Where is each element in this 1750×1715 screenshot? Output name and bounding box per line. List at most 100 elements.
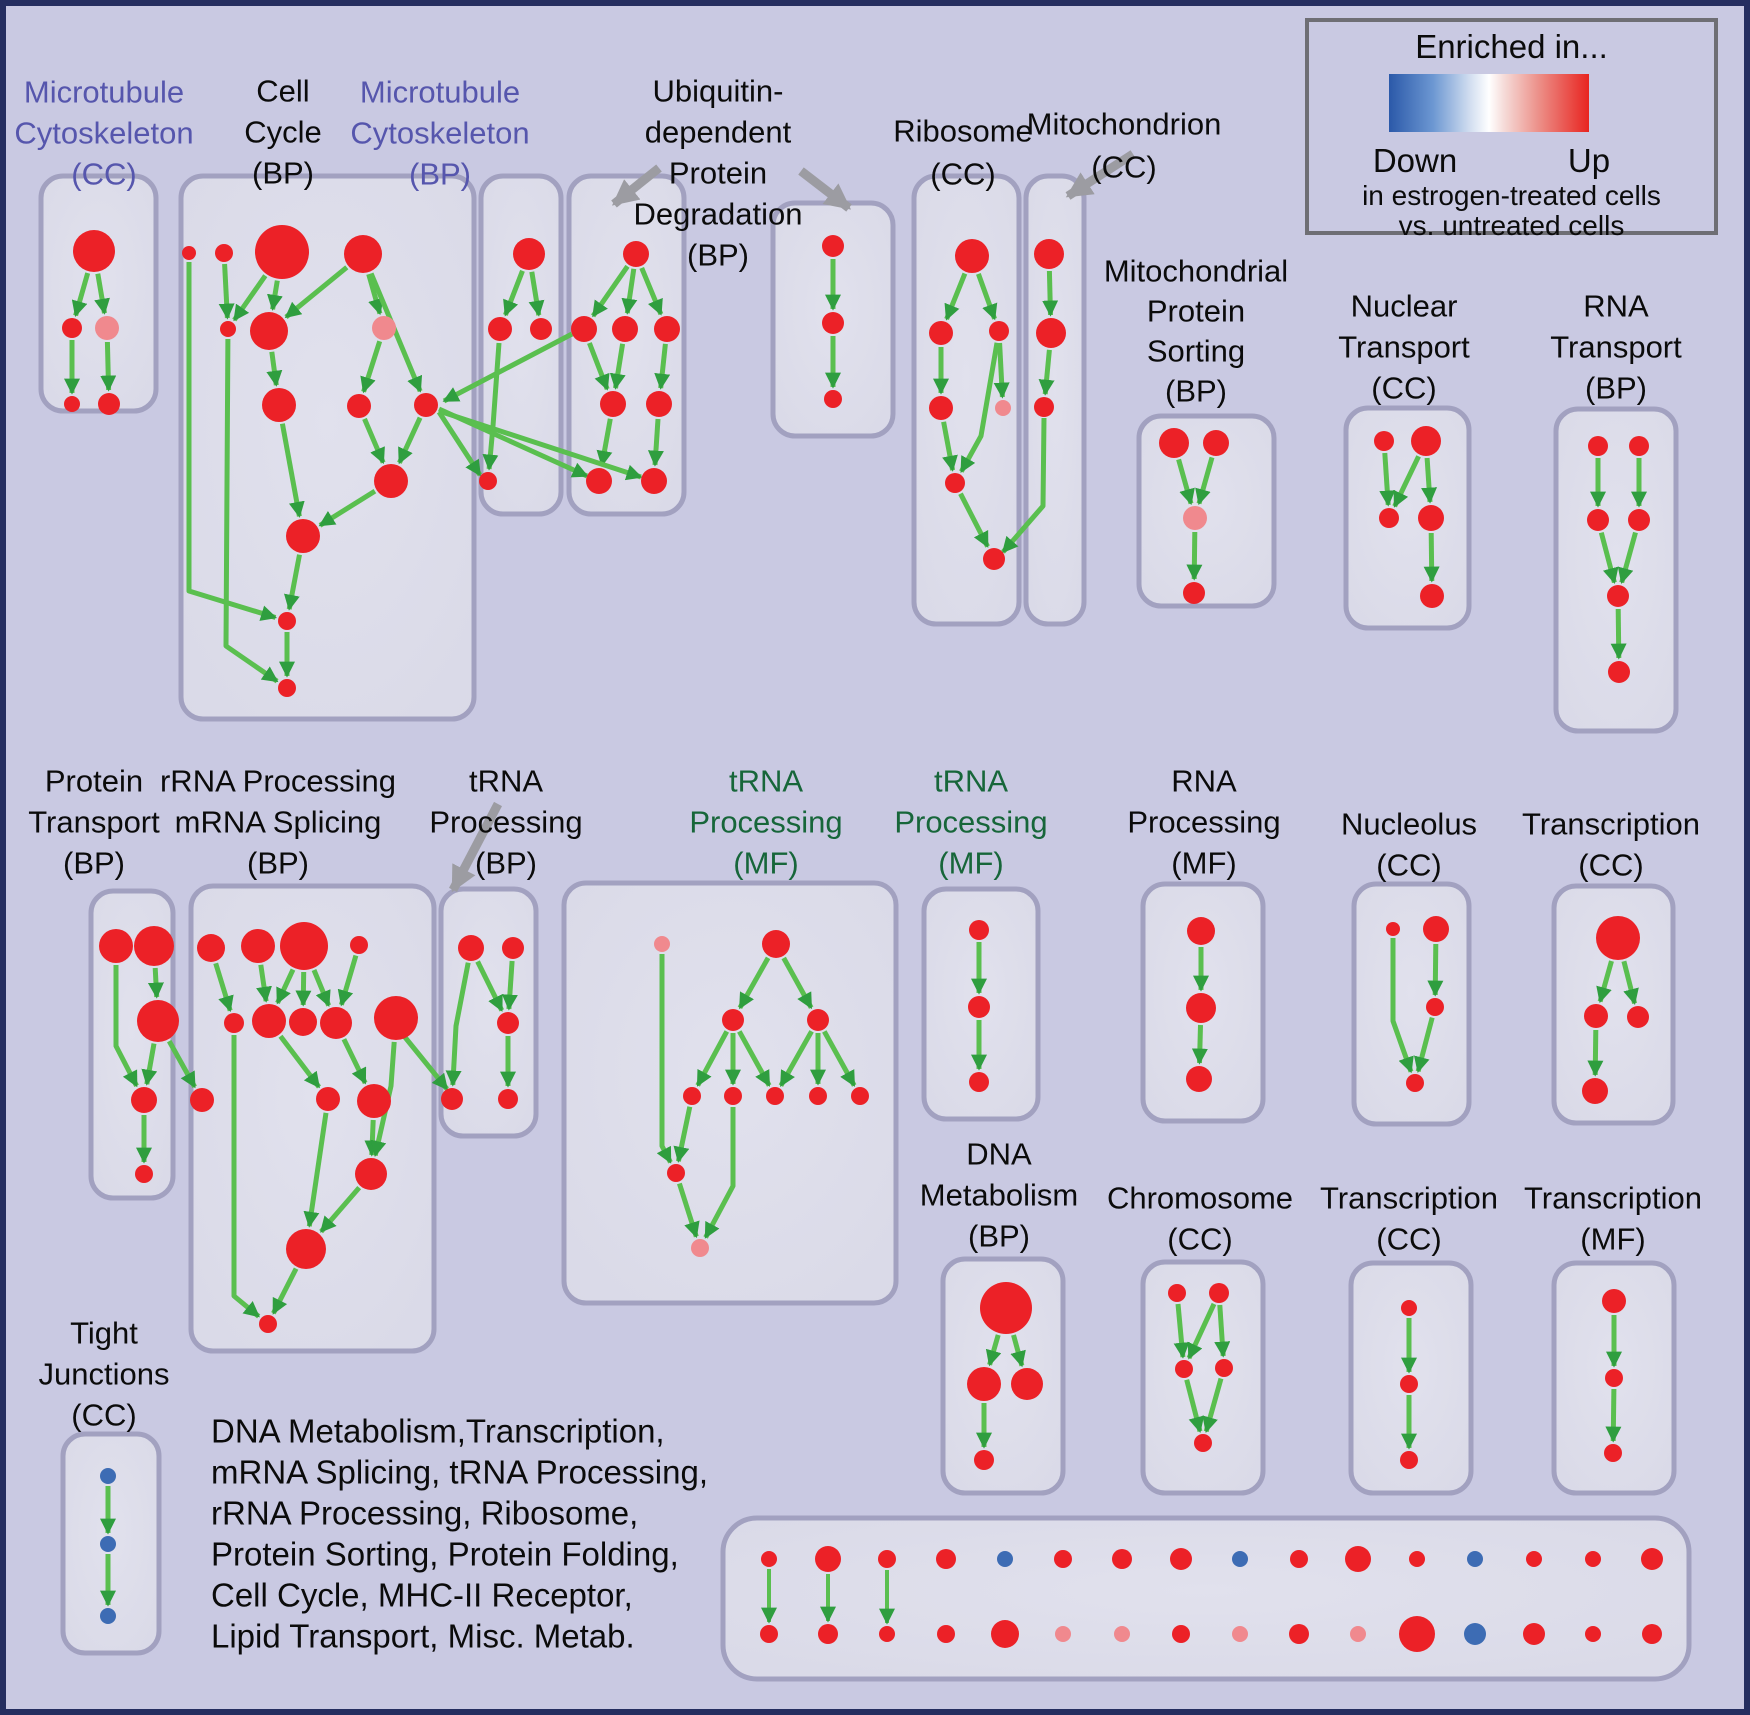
node-ribosome-cc-0	[955, 239, 989, 273]
edge-microtubule-cc-0	[71, 272, 91, 318]
node-chromosome-cc-0	[1168, 1284, 1186, 1302]
gray-arrow-trna-bp-label-arrow	[449, 801, 502, 893]
edge-nuclear-transport-cc-0	[1379, 452, 1396, 507]
edge-protein-transport-bp-2	[167, 1039, 197, 1089]
node-protein-transport-bp-2	[137, 1000, 179, 1042]
cell-cycle-bp-label-line-2: (BP)	[252, 156, 314, 191]
cluster-box-nuclear-transport-cc	[1343, 405, 1472, 631]
legend-subtitle-2: vs. untreated cells	[1398, 210, 1625, 241]
edge-microtubule-cc-1	[94, 273, 110, 315]
node-tight-junctions-cc-0	[100, 1468, 116, 1484]
edge-microtubule-bp-1	[528, 271, 545, 317]
node-tight-junctions-cc-1	[100, 1536, 116, 1552]
node-nucleolus-cc-0	[1386, 922, 1400, 936]
node-trna-processing-mf-1-8	[851, 1087, 869, 1105]
node-trna-processing-bp-2	[497, 1012, 519, 1034]
nuclear-transport-cc-label-line-1: Transport	[1338, 330, 1470, 365]
legend-up-label: Up	[1567, 142, 1611, 179]
node-trna-processing-bp-0	[458, 935, 484, 961]
node-trna-processing-mf-2-2	[969, 1072, 989, 1092]
node-trna-processing-mf-1-0	[654, 936, 670, 952]
edge-cell-cycle-bp-14	[186, 262, 278, 621]
ubiquitin-bp-label-line-0: Ubiquitin-	[653, 74, 784, 109]
ubiquitin-bp-label-line-4: (BP)	[687, 238, 749, 273]
cross-link-cell-cycle-to-microtubule-bp	[436, 410, 483, 477]
cross-link-mitochondrion-to-ribosome	[1001, 417, 1047, 554]
edge-rrna-mrna-bp-2	[275, 968, 296, 1005]
node-rna-transport-bp-0	[1588, 436, 1608, 456]
node-misc-grid-top-15	[1641, 1548, 1663, 1570]
edge-transcription-mf-1	[1605, 1388, 1622, 1443]
edge-mito-protein-sorting-bp-1	[1195, 456, 1215, 506]
misc-text-line-0: DNA Metabolism,Transcription,	[211, 1413, 665, 1450]
node-misc-grid-top-9	[1290, 1550, 1308, 1568]
protein-transport-bp-label-line-1: Transport	[28, 805, 160, 840]
edge-trna-processing-mf-1-0	[737, 956, 771, 1010]
node-nuclear-transport-cc-1	[1411, 426, 1441, 456]
node-transcription-cc-1-3	[1582, 1078, 1608, 1104]
ubiquitin-bp-label-line-2: Protein	[669, 156, 767, 191]
node-misc-grid-bottom-4	[991, 1620, 1019, 1648]
microtubule-bp-label-line-0: Microtubule	[360, 75, 520, 110]
node-cell-cycle-bp-4	[220, 321, 236, 337]
misc-text-line-1: mRNA Splicing, tRNA Processing,	[211, 1454, 708, 1491]
node-misc-grid-bottom-10	[1350, 1626, 1366, 1642]
node-cell-cycle-bp-8	[347, 394, 371, 418]
node-protein-transport-bp-0	[99, 929, 133, 963]
node-rna-transport-bp-3	[1628, 509, 1650, 531]
node-misc-grid-top-2	[878, 1550, 896, 1568]
mito-protein-sorting-bp-label-line-3: (BP)	[1165, 374, 1227, 409]
rna-transport-bp-label-line-1: Transport	[1550, 330, 1682, 365]
dna-metabolism-bp-label-line-2: (BP)	[968, 1219, 1030, 1254]
transcription-cc-1-label-line-0: Transcription	[1522, 807, 1700, 842]
node-trna-processing-mf-2-0	[969, 920, 989, 940]
microtubule-bp-label-line-1: Cytoskeleton	[350, 116, 529, 151]
transcription-cc-2-label-line-1: (CC)	[1376, 1222, 1441, 1257]
edge-mitochondrion-cc-0	[1042, 270, 1059, 317]
node-transcription-mf-1	[1605, 1369, 1623, 1387]
node-misc-grid-bottom-13	[1523, 1623, 1545, 1645]
node-ubiquitin-bp-7	[641, 468, 667, 494]
nuclear-transport-cc-label-line-0: Nuclear	[1351, 289, 1458, 324]
trna-processing-bp-label-line-1: Processing	[429, 805, 582, 840]
tight-junctions-cc-label-line-0: Tight	[70, 1316, 138, 1351]
node-microtubule-bp-0	[513, 238, 545, 270]
node-rrna-mrna-bp-6	[289, 1008, 317, 1036]
node-misc-grid-bottom-15	[1642, 1624, 1662, 1644]
layer-labels: Microtubule Cytoskeleton (CC) Cell Cycle (BP)…	[14, 74, 1702, 1655]
node-microtubule-bp-1	[488, 317, 512, 341]
node-misc-grid-bottom-8	[1232, 1626, 1248, 1642]
edge-rrna-mrna-bp-1	[256, 964, 272, 1003]
node-microtubule-cc-3	[64, 396, 80, 412]
node-transcription-cc-1-2	[1627, 1006, 1649, 1028]
microtubule-cc-label-line-1: Cytoskeleton	[14, 116, 193, 151]
transcription-mf-label-line-0: Transcription	[1524, 1181, 1702, 1216]
rrna-mrna-bp-label-line-1: mRNA Splicing	[175, 805, 382, 840]
edge-cell-cycle-bp-4	[366, 273, 384, 316]
cluster-box-rna-transport-bp	[1553, 406, 1679, 734]
node-misc-grid-top-10	[1345, 1546, 1371, 1572]
node-misc-grid-bottom-0	[760, 1625, 778, 1643]
layer-nodes	[62, 225, 1663, 1652]
node-trna-processing-mf-1-7	[809, 1087, 827, 1105]
legend-subtitle-1: in estrogen-treated cells	[1362, 180, 1661, 211]
node-rna-transport-bp-5	[1608, 661, 1630, 683]
node-nuclear-transport-cc-4	[1420, 584, 1444, 608]
node-trna-processing-bp-1	[502, 937, 524, 959]
node-transcription-cc-2-2	[1400, 1451, 1418, 1469]
edge-ribosome-cc-6	[958, 492, 990, 548]
edge-rrna-mrna-bp-13	[231, 1035, 261, 1319]
cell-cycle-bp-label-line-0: Cell	[256, 74, 309, 109]
node-misc-grid-top-7	[1170, 1548, 1192, 1570]
edge-ubiquitin-bp-3	[587, 342, 610, 391]
node-misc-grid-top-13	[1526, 1551, 1542, 1567]
cross-link-ubiquitin-to-cell-cycle	[442, 331, 574, 404]
node-misc-grid-top-4	[997, 1551, 1013, 1567]
node-rrna-mrna-bp-1	[241, 929, 275, 963]
edge-cell-cycle-bp-6	[360, 340, 383, 394]
node-chromosome-cc-3	[1215, 1359, 1233, 1377]
edge-trna-processing-bp-3	[445, 962, 471, 1087]
protein-transport-bp-label-line-2: (BP)	[63, 846, 125, 881]
node-mito-protein-sorting-bp-0	[1159, 428, 1189, 458]
edge-ubiquitin-bp-2	[639, 266, 664, 316]
